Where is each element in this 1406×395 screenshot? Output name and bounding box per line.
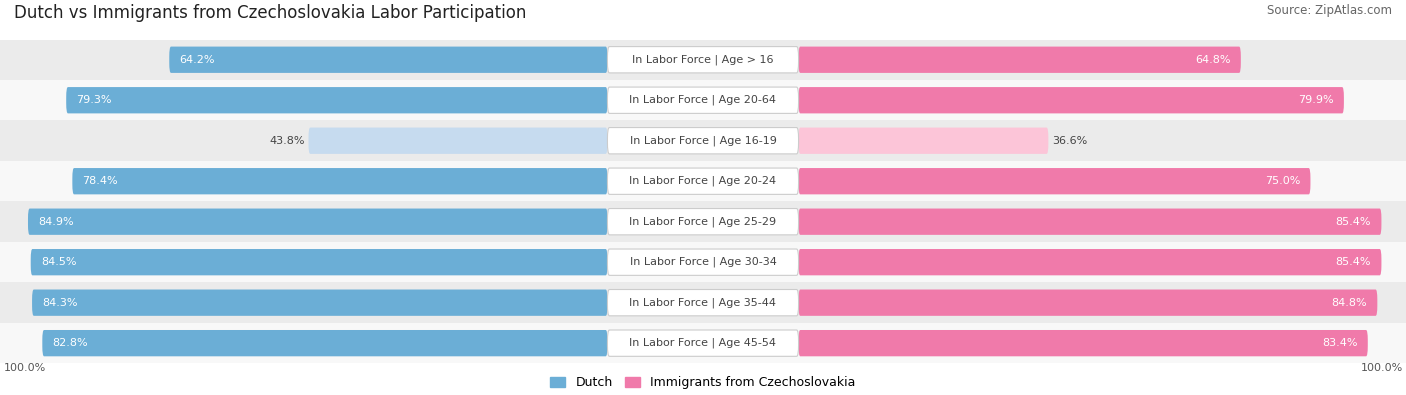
Text: In Labor Force | Age 16-19: In Labor Force | Age 16-19 (630, 135, 776, 146)
Text: 84.3%: 84.3% (42, 298, 77, 308)
Text: 85.4%: 85.4% (1336, 217, 1371, 227)
FancyBboxPatch shape (169, 47, 607, 73)
Bar (0, 120, 1406, 161)
FancyBboxPatch shape (799, 249, 1382, 275)
FancyBboxPatch shape (607, 168, 799, 194)
FancyBboxPatch shape (308, 128, 607, 154)
Text: Dutch vs Immigrants from Czechoslovakia Labor Participation: Dutch vs Immigrants from Czechoslovakia … (14, 4, 526, 22)
FancyBboxPatch shape (607, 47, 799, 73)
Text: Source: ZipAtlas.com: Source: ZipAtlas.com (1267, 4, 1392, 17)
Bar (0, 282, 1406, 323)
FancyBboxPatch shape (799, 330, 1368, 356)
FancyBboxPatch shape (42, 330, 607, 356)
FancyBboxPatch shape (799, 47, 1241, 73)
Text: 78.4%: 78.4% (83, 176, 118, 186)
Text: In Labor Force | Age 20-24: In Labor Force | Age 20-24 (630, 176, 776, 186)
FancyBboxPatch shape (607, 249, 799, 275)
FancyBboxPatch shape (799, 87, 1344, 113)
Bar (0, 161, 1406, 201)
Text: 36.6%: 36.6% (1052, 136, 1087, 146)
Text: In Labor Force | Age > 16: In Labor Force | Age > 16 (633, 55, 773, 65)
Text: 64.8%: 64.8% (1195, 55, 1230, 65)
Text: 85.4%: 85.4% (1336, 257, 1371, 267)
Legend: Dutch, Immigrants from Czechoslovakia: Dutch, Immigrants from Czechoslovakia (550, 376, 856, 389)
Text: 100.0%: 100.0% (1361, 363, 1403, 373)
Bar (0, 40, 1406, 80)
Text: 79.3%: 79.3% (76, 95, 112, 105)
FancyBboxPatch shape (607, 87, 799, 113)
Text: 75.0%: 75.0% (1265, 176, 1301, 186)
FancyBboxPatch shape (31, 249, 607, 275)
Text: 64.2%: 64.2% (180, 55, 215, 65)
Bar (0, 80, 1406, 120)
Text: In Labor Force | Age 30-34: In Labor Force | Age 30-34 (630, 257, 776, 267)
Text: In Labor Force | Age 25-29: In Labor Force | Age 25-29 (630, 216, 776, 227)
Text: 84.9%: 84.9% (38, 217, 75, 227)
FancyBboxPatch shape (28, 209, 607, 235)
Bar (0, 323, 1406, 363)
Text: 79.9%: 79.9% (1298, 95, 1334, 105)
FancyBboxPatch shape (72, 168, 607, 194)
Text: 84.5%: 84.5% (41, 257, 76, 267)
Text: 100.0%: 100.0% (3, 363, 45, 373)
FancyBboxPatch shape (607, 290, 799, 316)
FancyBboxPatch shape (799, 128, 1049, 154)
FancyBboxPatch shape (32, 290, 607, 316)
Text: In Labor Force | Age 20-64: In Labor Force | Age 20-64 (630, 95, 776, 105)
Text: In Labor Force | Age 35-44: In Labor Force | Age 35-44 (630, 297, 776, 308)
FancyBboxPatch shape (607, 209, 799, 235)
Bar (0, 242, 1406, 282)
Text: 82.8%: 82.8% (52, 338, 89, 348)
Text: In Labor Force | Age 45-54: In Labor Force | Age 45-54 (630, 338, 776, 348)
FancyBboxPatch shape (607, 330, 799, 356)
FancyBboxPatch shape (799, 209, 1382, 235)
FancyBboxPatch shape (799, 290, 1378, 316)
FancyBboxPatch shape (799, 168, 1310, 194)
FancyBboxPatch shape (66, 87, 607, 113)
Bar (0, 201, 1406, 242)
Text: 84.8%: 84.8% (1331, 298, 1367, 308)
Text: 43.8%: 43.8% (270, 136, 305, 146)
FancyBboxPatch shape (607, 128, 799, 154)
Text: 83.4%: 83.4% (1322, 338, 1358, 348)
